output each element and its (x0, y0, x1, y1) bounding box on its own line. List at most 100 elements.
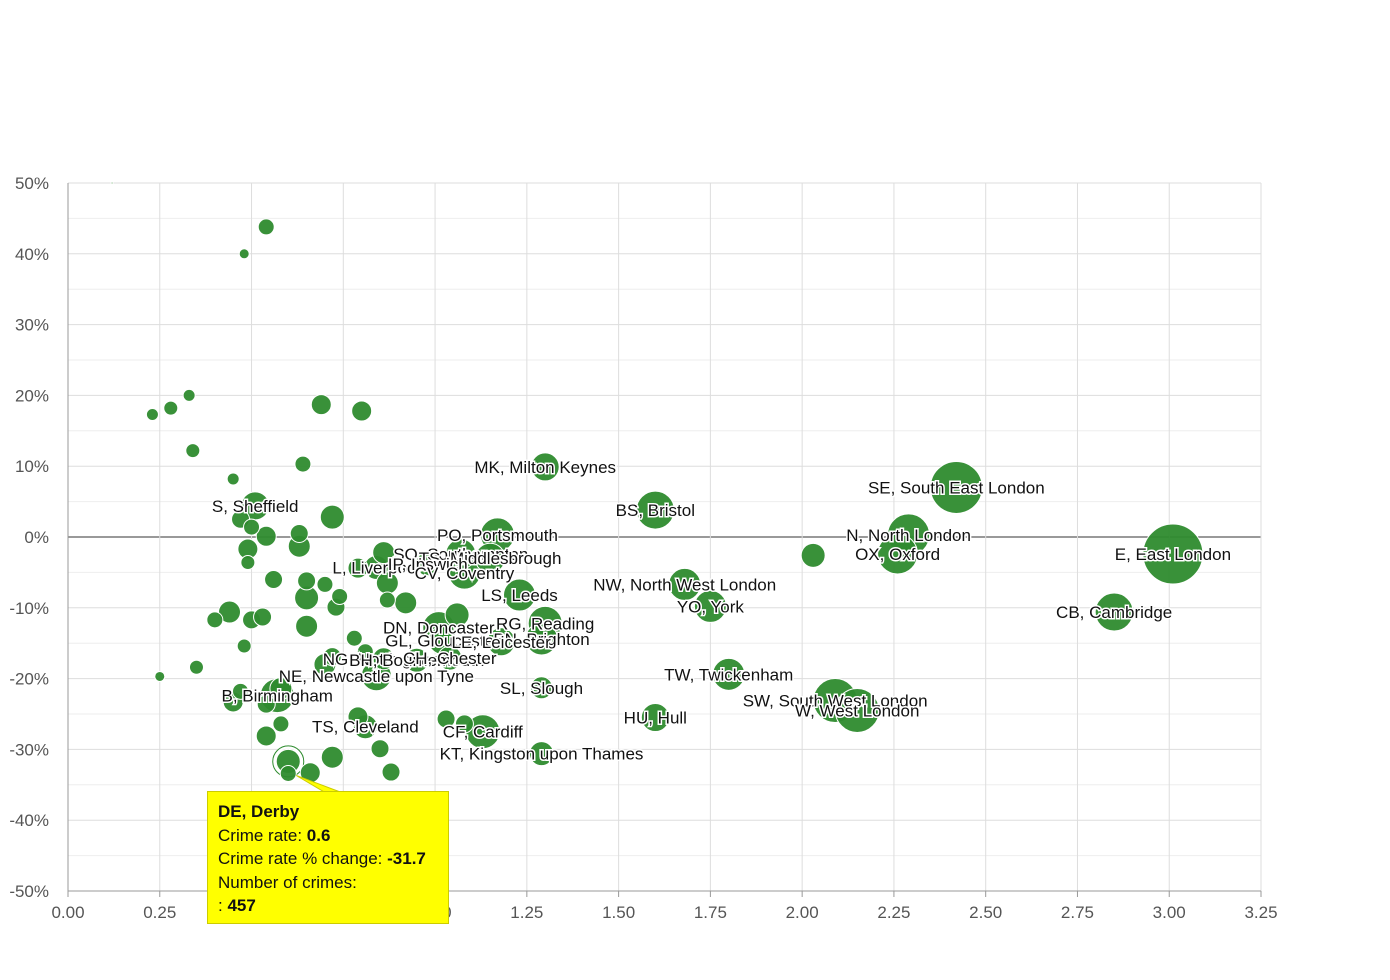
bubble (206, 611, 224, 629)
bubble (712, 657, 746, 691)
bubble (347, 557, 369, 579)
tooltip-crimes-prefix: : (218, 896, 228, 915)
grid-lines (67, 182, 1262, 892)
bubble (331, 587, 349, 605)
y-tick-label: -50% (9, 882, 49, 901)
bubble (154, 670, 166, 682)
bubble (320, 745, 344, 769)
bubble-label: W, West London (795, 701, 919, 720)
bubble (253, 607, 273, 627)
bubble (345, 629, 363, 647)
bubble (264, 569, 284, 589)
y-tick-label: 30% (15, 316, 49, 335)
bubble (319, 504, 345, 530)
bubble (378, 591, 396, 609)
bubble (381, 762, 401, 782)
bubble-label: LE, Leicester (452, 633, 552, 652)
bubble-label: BH, Bournemouth (349, 651, 484, 670)
tooltip-rate-label: Crime rate: (218, 825, 307, 845)
bubble (218, 600, 242, 624)
bubble (188, 659, 204, 675)
bubble-label: KT, Kingston upon Thames (440, 745, 644, 764)
bubble (145, 408, 159, 422)
bubble (310, 394, 332, 416)
y-tick-label: -10% (9, 599, 49, 618)
bubble (370, 739, 390, 759)
bubble-label: CH, Chester (403, 649, 497, 668)
bubbles (110, 181, 1204, 784)
bubble (454, 714, 474, 734)
bubble (256, 694, 276, 714)
x-tick-label: 0.00 (51, 903, 84, 922)
bubble (232, 682, 250, 700)
bubble (503, 578, 537, 612)
bubble (437, 645, 463, 671)
bubble-label: OX, Oxford (855, 545, 940, 564)
bubble (236, 638, 252, 654)
bubble-label: DN, Doncaster (383, 619, 495, 638)
bubble (1142, 523, 1204, 585)
bubble (530, 452, 560, 482)
bubble (444, 602, 470, 628)
bubble-label: TS, Middlesbrough (419, 549, 562, 568)
bubble (226, 472, 240, 486)
bubble-label: RG, Reading (496, 614, 594, 633)
bubble-label: E, East London (1115, 545, 1231, 564)
x-tick-label: 2.75 (1061, 903, 1094, 922)
y-tick-label: 40% (15, 245, 49, 264)
bubble-label: CB, Cambridge (1056, 603, 1172, 622)
y-tick-label: 50% (15, 174, 49, 193)
bubble-label: TS, Cleveland (312, 718, 419, 737)
bubble (289, 523, 309, 543)
bubble-label: NG, Nottingham (323, 650, 445, 669)
bubble (316, 575, 334, 593)
axes: 50% 40% 30% 20% 10% 0% -10% -20% -30% -40% -50%0.0… (9, 174, 1277, 922)
bubble (269, 677, 293, 701)
bubble (529, 741, 555, 767)
x-tick-label: 3.00 (1153, 903, 1186, 922)
tooltip-change-row: Crime rate % change: -31.7 (218, 847, 438, 871)
bubble-label: S, Sheffield (212, 497, 299, 516)
bubble (322, 647, 342, 667)
bubble (834, 687, 880, 733)
bubble (255, 525, 277, 547)
bubble-labels: S, Sheffield MK, Milton Keynes BS, Bristol… (210, 456, 1232, 765)
bubble (372, 541, 396, 565)
x-tick-label: 0.25 (143, 903, 176, 922)
bubble-label: N, North London (846, 526, 971, 545)
bubble (877, 533, 919, 575)
bubble (351, 400, 373, 422)
bubble (185, 443, 201, 459)
bubble-label: NE, Newcastle upon Tyne (279, 667, 474, 686)
bubble (356, 643, 374, 661)
tooltip-change-value: -31.7 (387, 849, 426, 868)
tooltip: DE, Derby Crime rate: 0.6 Crime rate % c… (207, 791, 449, 924)
tooltip-crimes-row: : 457 (218, 894, 438, 918)
bubble (1094, 592, 1134, 632)
y-tick-label: -20% (9, 670, 49, 689)
bubble (110, 181, 114, 185)
bubble (279, 764, 297, 782)
bubble (800, 542, 826, 568)
bubble (929, 460, 983, 514)
tooltip-crimes-value: 457 (227, 896, 256, 915)
x-tick-label: 3.25 (1244, 903, 1277, 922)
bubble (163, 400, 179, 416)
bubble (436, 709, 456, 729)
bubble (372, 647, 396, 671)
x-tick-label: 2.50 (969, 903, 1002, 922)
y-tick-label: 20% (15, 386, 49, 405)
bubble (693, 589, 727, 623)
bubble-label: CF, Cardiff (443, 723, 523, 742)
bubble (294, 455, 312, 473)
bubble-label: NW, North West London (593, 575, 776, 594)
bubble (668, 567, 702, 601)
bubble (394, 591, 418, 615)
y-tick-label: 10% (15, 457, 49, 476)
bubble (243, 518, 261, 536)
y-tick-label: 0% (24, 528, 49, 547)
bubble (257, 218, 275, 236)
bubble (525, 622, 559, 656)
x-tick-label: 1.50 (602, 903, 635, 922)
